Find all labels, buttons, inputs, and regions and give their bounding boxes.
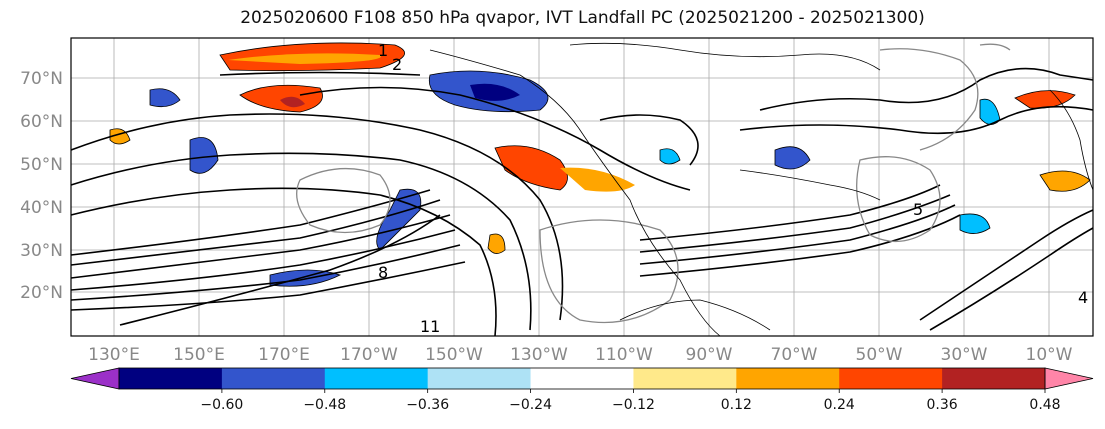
- colorbar-extend-high: [1044, 367, 1094, 390]
- colorbar-segment: [942, 368, 1046, 389]
- lon-label: 30°W: [941, 345, 988, 365]
- contour-label: 11: [420, 317, 440, 336]
- colorbar-tick-label: 0.48: [1029, 397, 1060, 413]
- isolines: [70, 67, 1094, 337]
- colorbar-segment: [221, 368, 326, 389]
- gray-isolines: [296, 43, 1011, 324]
- colorbar-tick-label: −0.60: [200, 397, 243, 413]
- map-title: 2025020600 F108 850 hPa qvapor, IVT Land…: [240, 8, 925, 28]
- lon-label: 150°E: [173, 345, 225, 365]
- colorbar-segment: [427, 368, 532, 389]
- longitude-labels: 130°E 150°E 170°E 170°W 150°W 130°W 110°…: [88, 345, 1073, 365]
- coastlines: [429, 42, 1094, 337]
- colorbar-segment: [839, 368, 943, 389]
- contour-label: 1: [378, 41, 388, 60]
- lon-label: 90°W: [686, 345, 733, 365]
- contour-label: 2: [392, 55, 402, 74]
- colorbar-tick-label: −0.36: [406, 397, 449, 413]
- lon-label: 130°W: [510, 345, 568, 365]
- lon-label: 130°E: [88, 345, 140, 365]
- lat-label: 70°N: [20, 69, 63, 89]
- lat-label: 30°N: [20, 241, 63, 261]
- colorbar-tick-label: −0.48: [303, 397, 346, 413]
- latitude-labels: 70°N 60°N 50°N 40°N 30°N 20°N: [20, 69, 63, 303]
- map-panel: 1 2 8 11 5 4: [70, 37, 1094, 337]
- colorbar-tick-label: 0.24: [824, 397, 855, 413]
- colorbar-extend-low: [70, 367, 120, 390]
- colorbar-segment: [736, 368, 840, 389]
- colorbar-tick-label: 0.36: [927, 397, 958, 413]
- lon-label: 170°W: [340, 345, 398, 365]
- colorbar-segment: [119, 368, 223, 389]
- colorbar-segment: [530, 368, 634, 389]
- lon-label: 10°W: [1026, 345, 1073, 365]
- contour-label: 5: [913, 200, 923, 219]
- lon-label: 110°W: [595, 345, 653, 365]
- lon-label: 150°W: [425, 345, 483, 365]
- lat-label: 20°N: [20, 283, 63, 303]
- colorbar-tick-label: 0.12: [721, 397, 752, 413]
- colorbar-frame: [118, 367, 1046, 390]
- contour-label: 8: [378, 263, 388, 282]
- colorbar-tick-label: −0.12: [612, 397, 655, 413]
- lon-label: 50°W: [856, 345, 903, 365]
- lat-label: 60°N: [20, 112, 63, 132]
- lat-label: 40°N: [20, 198, 63, 218]
- lat-label: 50°N: [20, 155, 63, 175]
- lon-label: 170°E: [258, 345, 310, 365]
- colorbar-segment: [324, 368, 429, 389]
- colorbar: −0.60 −0.48 −0.36 −0.24 −0.12 0.12 0.24 0.36 0.4…: [70, 367, 1094, 413]
- lon-label: 70°W: [771, 345, 818, 365]
- colorbar-segment: [633, 368, 737, 389]
- contour-label: 4: [1078, 288, 1088, 307]
- colorbar-tick-label: −0.24: [509, 397, 552, 413]
